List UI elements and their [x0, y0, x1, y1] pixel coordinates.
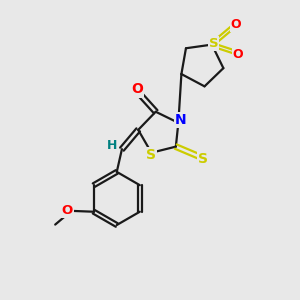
- Text: S: S: [209, 37, 218, 50]
- Text: S: S: [146, 148, 155, 162]
- Text: O: O: [231, 18, 241, 32]
- Text: O: O: [131, 82, 143, 97]
- Text: O: O: [61, 203, 73, 217]
- Text: H: H: [106, 139, 117, 152]
- Text: O: O: [233, 47, 243, 61]
- Text: S: S: [198, 152, 208, 166]
- Text: N: N: [175, 113, 187, 127]
